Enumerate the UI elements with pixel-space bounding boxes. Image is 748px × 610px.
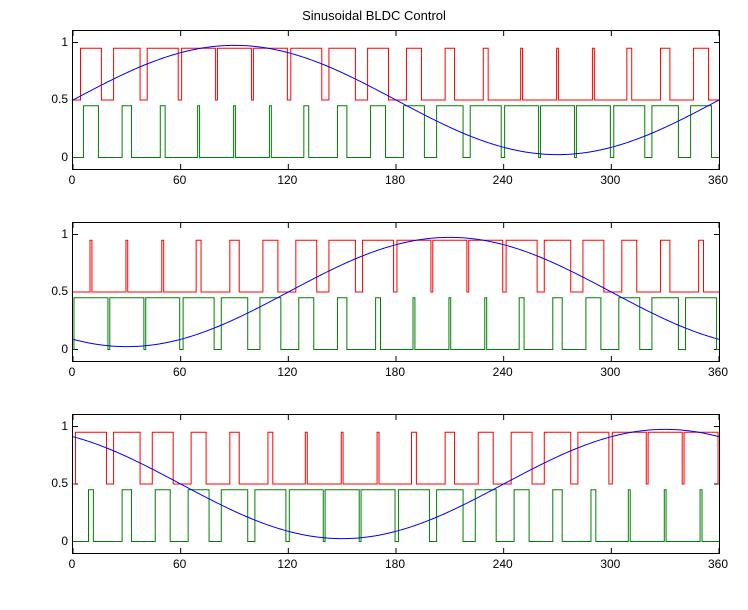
xtick-label: 0 — [69, 173, 76, 187]
xtick-label: 0 — [69, 365, 76, 379]
xtick-label: 60 — [173, 173, 186, 187]
xtick-label: 180 — [385, 365, 405, 379]
xtick-label: 360 — [708, 557, 728, 571]
ytick-label: 1 — [57, 35, 68, 49]
xtick-label: 240 — [493, 173, 513, 187]
ytick-label: 0.5 — [43, 284, 68, 298]
pwm-bottom-trace — [73, 106, 719, 158]
ytick-label: 0.5 — [43, 92, 68, 106]
xtick-label: 180 — [385, 557, 405, 571]
figure: Sinusoidal BLDC Control 0 60 120 180 240 300 3… — [0, 0, 748, 610]
xtick-label: 240 — [493, 557, 513, 571]
pwm-bottom-trace — [73, 490, 719, 542]
xtick-label: 300 — [600, 557, 620, 571]
pwm-top-trace — [73, 240, 719, 292]
xtick-label: 180 — [385, 173, 405, 187]
ytick-label: 0 — [57, 342, 68, 356]
xtick-label: 300 — [600, 365, 620, 379]
xtick-label: 60 — [173, 365, 186, 379]
ytick-label: 1 — [57, 419, 68, 433]
xtick-label: 360 — [708, 365, 728, 379]
plot-svg — [73, 415, 719, 553]
ytick-label: 0.5 — [43, 476, 68, 490]
figure-title: Sinusoidal BLDC Control — [0, 8, 748, 23]
plot-svg — [73, 31, 719, 169]
xtick-label: 0 — [69, 557, 76, 571]
pwm-top-trace — [73, 432, 719, 484]
xtick-label: 120 — [277, 365, 297, 379]
xtick-label: 120 — [277, 557, 297, 571]
xtick-label: 360 — [708, 173, 728, 187]
ytick-label: 1 — [57, 227, 68, 241]
xtick-label: 60 — [173, 557, 186, 571]
subplot-1 — [72, 30, 720, 170]
xtick-label: 120 — [277, 173, 297, 187]
plot-svg — [73, 223, 719, 361]
ytick-label: 0 — [57, 534, 68, 548]
subplot-3 — [72, 414, 720, 554]
xtick-label: 300 — [600, 173, 620, 187]
subplot-2 — [72, 222, 720, 362]
xtick-label: 240 — [493, 365, 513, 379]
ytick-label: 0 — [57, 150, 68, 164]
